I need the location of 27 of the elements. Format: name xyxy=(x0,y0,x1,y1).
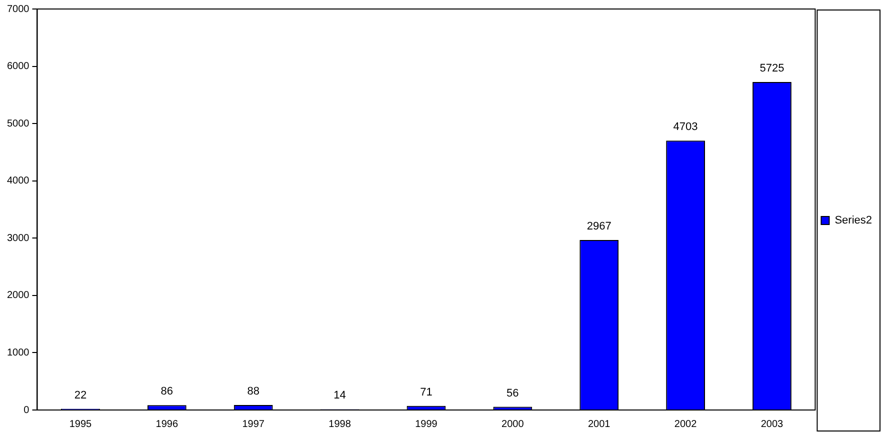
x-tick-label: 2001 xyxy=(588,418,611,430)
x-tick-label: 1996 xyxy=(156,418,178,430)
data-label: 88 xyxy=(247,385,260,398)
data-label: 86 xyxy=(160,386,174,398)
data-label: 5725 xyxy=(760,62,784,75)
y-tick-label: 4000 xyxy=(6,176,30,187)
data-label: 22 xyxy=(74,389,87,402)
data-label: 4703 xyxy=(673,121,698,134)
x-tick-label: 2003 xyxy=(760,418,784,430)
x-tick-label: 1999 xyxy=(415,418,438,430)
y-tick-label: 0 xyxy=(24,404,30,416)
data-label: 71 xyxy=(420,386,432,398)
x-tick-label: 1995 xyxy=(69,418,92,430)
data-label: 56 xyxy=(506,387,519,400)
y-tick-label: 5000 xyxy=(6,118,30,130)
y-tick-label: 3000 xyxy=(6,232,30,244)
y-tick-label: 2000 xyxy=(6,290,30,302)
x-tick-label: 2000 xyxy=(502,418,524,430)
legend-label: Series2 xyxy=(834,214,872,227)
y-tick-label: 1000 xyxy=(6,347,30,358)
data-label: 2967 xyxy=(586,220,612,233)
x-tick-label: 1997 xyxy=(242,418,265,430)
x-tick-label: 1998 xyxy=(328,418,352,430)
data-label: 14 xyxy=(334,390,346,402)
x-tick-label: 2002 xyxy=(674,418,698,430)
y-tick-label: 6000 xyxy=(6,61,30,72)
y-tick-label: 7000 xyxy=(6,4,30,15)
